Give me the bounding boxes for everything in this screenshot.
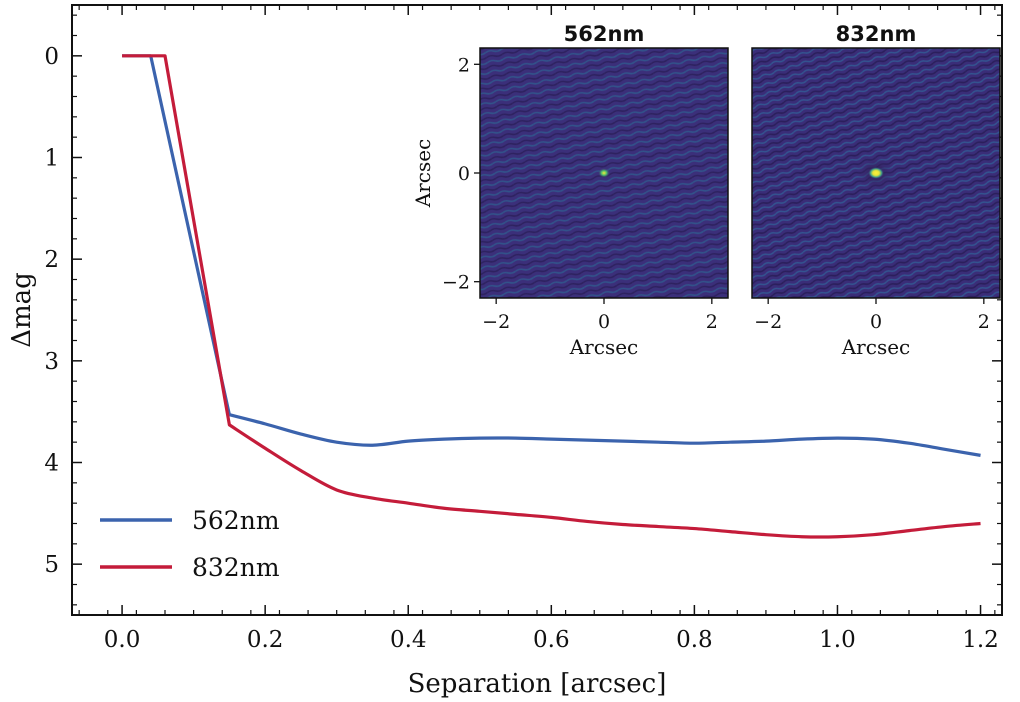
inset-832nm-ticks: −2 0 2	[754, 298, 990, 333]
y-axis-title: Δmag	[7, 272, 37, 348]
inset-x-tick-label: 0	[870, 311, 882, 333]
legend: 562nm 832nm	[100, 506, 280, 582]
x-axis-title: Separation [arcsec]	[408, 669, 667, 699]
inset-832nm: 832nm −2 0 2 Arcsec	[751, 22, 1001, 359]
inset-x-tick-label: 2	[978, 311, 990, 333]
x-tick-label: 1.0	[819, 627, 856, 653]
inset-x-tick-label: −2	[482, 311, 510, 333]
inset-y-tick-label: 0	[458, 163, 470, 185]
x-tick-label: 0.4	[390, 627, 427, 653]
x-tick-label: 0.8	[676, 627, 713, 653]
x-tick-label: 0.2	[247, 627, 284, 653]
inset-832nm-x-label: Arcsec	[841, 335, 911, 359]
inset-832nm-peak	[868, 167, 884, 179]
inset-562nm-y-label: Arcsec	[411, 139, 435, 209]
inset-562nm-peak	[598, 168, 610, 178]
inset-562nm-x-label: Arcsec	[569, 335, 639, 359]
y-tick-label: 0	[44, 44, 59, 70]
x-axis-ticks: 0.0 0.2 0.4 0.6 0.8 1.0 1.2	[78, 5, 999, 653]
x-tick-label: 1.2	[962, 627, 999, 653]
y-tick-label: 4	[44, 451, 59, 477]
legend-label-832nm: 832nm	[192, 553, 280, 582]
inset-832nm-title: 832nm	[836, 22, 917, 46]
inset-x-tick-label: −2	[754, 311, 782, 333]
x-tick-label: 0.6	[533, 627, 570, 653]
y-tick-label: 3	[44, 349, 59, 375]
inset-y-tick-label: 2	[458, 54, 470, 76]
inset-x-tick-label: 0	[598, 311, 610, 333]
inset-y-tick-label: −2	[442, 272, 470, 294]
inset-562nm-ticks: −2 0 2 −2 0 2	[442, 54, 718, 333]
y-tick-label: 1	[44, 146, 59, 172]
legend-label-562nm: 562nm	[192, 506, 280, 535]
x-tick-label: 0.0	[104, 627, 141, 653]
inset-x-tick-label: 2	[706, 311, 718, 333]
y-tick-label: 5	[44, 552, 59, 578]
series-layer	[122, 54, 981, 539]
inset-562nm: 562nm −2 0 2 −2 0 2 Arcsec Arcsec	[411, 22, 729, 359]
inset-562nm-title: 562nm	[564, 22, 645, 46]
series-line-562nm	[122, 54, 981, 457]
series-line-832nm	[122, 54, 981, 539]
y-tick-label: 2	[44, 247, 59, 273]
